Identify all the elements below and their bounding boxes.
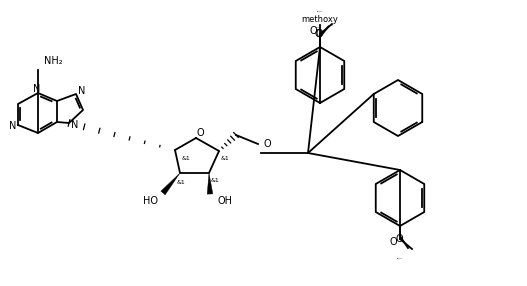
- Text: O: O: [309, 26, 317, 36]
- Text: methoxy: methoxy: [317, 10, 323, 12]
- Text: O: O: [395, 234, 403, 244]
- Text: O: O: [389, 237, 397, 247]
- Text: N: N: [79, 86, 86, 96]
- Text: O: O: [315, 29, 323, 39]
- Text: N: N: [33, 84, 41, 94]
- Text: methoxy: methoxy: [397, 257, 403, 259]
- Text: methoxy: methoxy: [328, 24, 334, 26]
- Text: O: O: [263, 139, 271, 149]
- Text: methoxy: methoxy: [301, 15, 338, 23]
- Polygon shape: [161, 173, 180, 195]
- Text: N: N: [9, 121, 17, 131]
- Text: NH₂: NH₂: [44, 56, 63, 66]
- Text: N: N: [71, 120, 79, 130]
- Text: &1: &1: [182, 156, 191, 160]
- Text: &1: &1: [221, 156, 230, 162]
- Text: O: O: [314, 29, 322, 39]
- Text: O: O: [196, 128, 204, 138]
- Text: methoxy: methoxy: [316, 26, 322, 28]
- Text: OH: OH: [218, 196, 233, 206]
- Text: &1: &1: [211, 178, 220, 184]
- Polygon shape: [207, 173, 213, 194]
- Text: &1: &1: [177, 180, 186, 184]
- Text: HO: HO: [143, 196, 158, 206]
